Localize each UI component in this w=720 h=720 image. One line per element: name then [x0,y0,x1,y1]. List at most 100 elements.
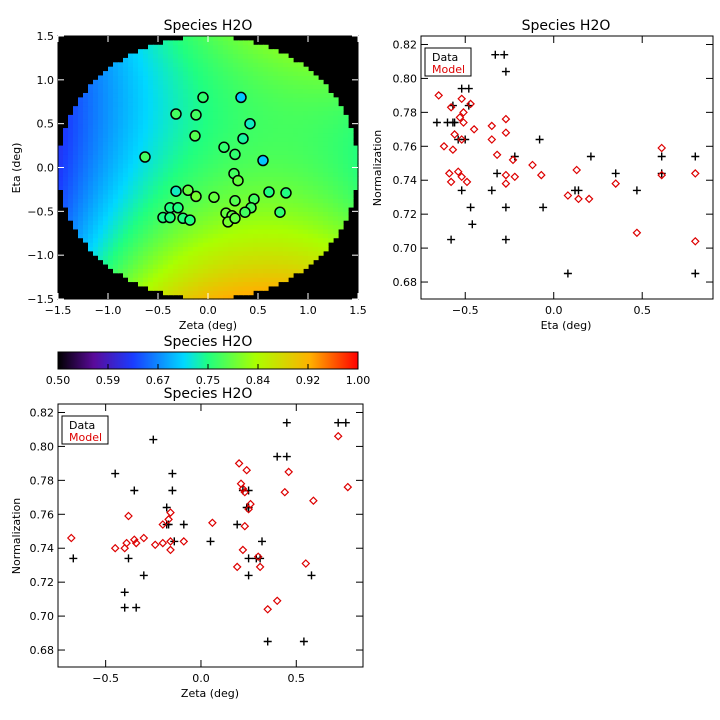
map-cell [143,220,149,226]
zeta-data-point [334,418,343,427]
eta-model-point [584,194,594,204]
map-cell [98,242,104,247]
map-cell [263,263,269,269]
map-cell [208,136,214,142]
map-cell [338,149,344,155]
map-cell [263,171,269,177]
map-cell [148,224,154,230]
map-cell [283,141,289,147]
map-cell [313,206,319,212]
map-cell [288,119,294,125]
map-cell [233,259,239,265]
map-cell [138,71,144,77]
map-cell [293,123,299,129]
map-cell [218,202,224,208]
zeta-model-point [166,537,175,546]
map-cell [343,158,349,164]
map-cell [283,259,289,265]
map-cell [178,106,184,112]
map-cell [108,198,114,204]
map-cell [278,110,284,116]
map-cell [218,206,224,212]
map-cell [208,88,214,94]
map-cell [93,237,99,243]
map-cell [203,163,209,169]
map-cell [193,88,199,94]
map-cell [213,141,219,147]
map-cell [78,128,84,134]
map-cell [118,193,124,199]
map-cell [113,128,119,134]
map-cell [193,75,199,81]
zeta-model-point [253,552,263,562]
map-cell [128,228,134,234]
map-cell [318,211,324,217]
map-cell [193,163,199,169]
map-cell [153,163,159,169]
map-cell [288,163,294,169]
map-cell [258,281,264,287]
map-cell [203,88,209,94]
map-cell [178,158,184,164]
map-cell [273,163,279,169]
map-cell [103,202,109,208]
map-cell [213,53,219,59]
map-cell [123,224,129,230]
map-cell [298,141,304,147]
map-cell [98,106,104,112]
map-cell [248,290,254,296]
map-cell [133,237,139,243]
map-panel: Species H2O −1.5 −1.0 −0.5 0.0 0.5 1.0 1.5−1.5… [10,18,367,332]
map-cell [178,272,184,278]
map-cell [238,88,244,94]
map-cell [63,193,69,199]
zeta-model-point [232,562,242,572]
map-cell [273,88,279,94]
map-cell [248,263,254,269]
map-cell [113,246,119,252]
map-cell [343,145,349,151]
map-cell [223,255,229,261]
map-cell [108,233,114,239]
eta-ytick-label: 0.68 [393,276,418,289]
map-cell [298,163,304,169]
map-cell [218,36,224,41]
map-cell [108,114,114,120]
map-cell [83,171,89,177]
eta-model-point [466,99,475,109]
map-cell [313,198,319,204]
map-cell [203,189,209,195]
map-cell [158,189,164,195]
eta-model-point [501,114,511,124]
map-cell [148,44,154,50]
map-cell [323,123,329,129]
map-cell [153,154,159,160]
map-cell [308,106,314,112]
map-cell [213,145,219,151]
map-cell [273,250,279,256]
map-cell [123,132,129,138]
map-cell [183,176,189,182]
map-cell [293,128,299,134]
map-cell [278,272,284,278]
map-cell [233,44,239,50]
eta-model-point [457,172,467,182]
map-cell [143,263,149,269]
map-cell [143,171,149,177]
map-cell [328,206,334,212]
map-cell [318,224,324,230]
map-cell [218,84,224,90]
map-cell [103,71,109,77]
map-cell [258,250,264,256]
map-cell [193,171,199,177]
zeta-model-point [158,538,168,548]
map-cell [83,128,89,134]
map-ylabel: Eta (deg) [10,143,23,194]
zeta-ytick-label: 0.68 [30,644,55,657]
map-cell [258,149,264,155]
map-cell [353,167,359,173]
map-cell [78,97,84,103]
map-cell [233,110,239,116]
map-cell [183,154,189,160]
map-cell [203,106,209,112]
